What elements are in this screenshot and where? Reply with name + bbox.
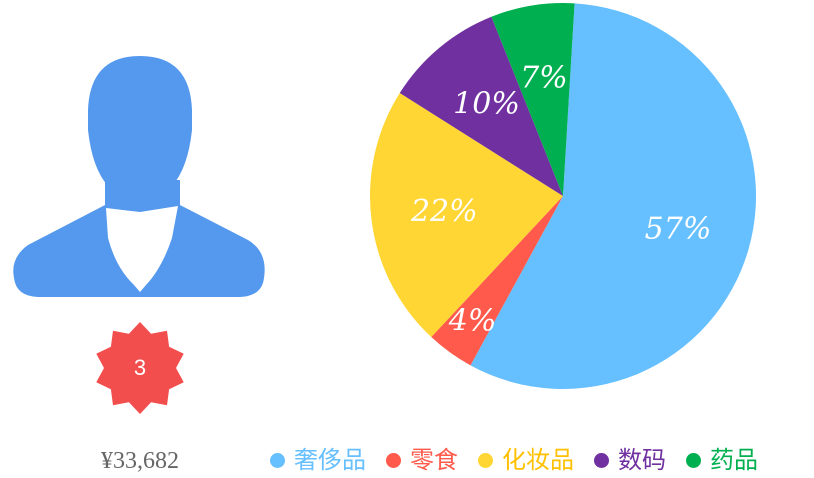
- badge-count: 3: [133, 355, 147, 380]
- legend-dot-icon: [594, 452, 609, 468]
- legend-item[interactable]: 零食: [386, 445, 458, 475]
- pie-slice-label: 7%: [520, 60, 568, 95]
- starburst-badge-icon: [96, 322, 184, 414]
- legend-dot-icon: [386, 452, 401, 468]
- pie-slice: [370, 93, 563, 338]
- pie-slice: [431, 196, 563, 366]
- legend-label: 零食: [410, 446, 458, 474]
- user-avatar-icon: [13, 56, 265, 297]
- legend-item[interactable]: 药品: [686, 445, 758, 475]
- legend-label: 数码: [618, 446, 666, 474]
- legend-label: 化妆品: [502, 446, 574, 474]
- legend-label: 奢侈品: [294, 446, 366, 474]
- pie-slice-label: 10%: [453, 87, 520, 122]
- chart-legend: 奢侈品 零食 化妆品 数码 药品: [270, 442, 758, 478]
- pie-slice: [491, 3, 575, 196]
- legend-item[interactable]: 奢侈品: [270, 445, 366, 475]
- pie-slice-label: 22%: [410, 194, 478, 229]
- amount-total: ¥33,682: [101, 448, 179, 474]
- legend-dot-icon: [478, 452, 493, 468]
- pie-slice-label: 57%: [645, 212, 712, 247]
- legend-item[interactable]: 数码: [594, 445, 666, 475]
- legend-dot-icon: [686, 452, 701, 468]
- legend-dot-icon: [270, 452, 285, 468]
- pie-chart: 57%4%22%10%7%: [370, 3, 757, 390]
- avatar-collar: [106, 206, 178, 292]
- legend-label: 药品: [710, 446, 758, 474]
- pie-slice: [399, 16, 563, 197]
- pie-slice: [470, 3, 757, 390]
- avatar-head: [88, 56, 192, 205]
- legend-item[interactable]: 化妆品: [478, 445, 574, 475]
- badge-shape: [96, 322, 184, 414]
